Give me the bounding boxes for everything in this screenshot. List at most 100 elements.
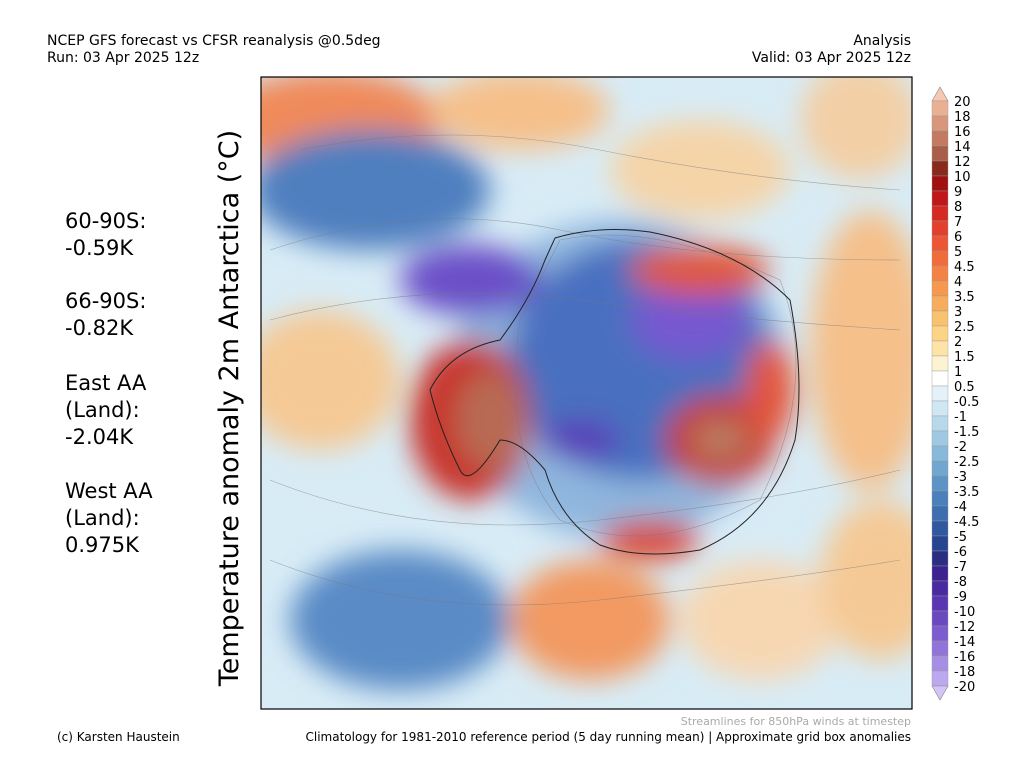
colorbar-label: -5 <box>954 530 967 545</box>
colorbar-label: -3 <box>954 470 967 485</box>
colorbar-swatch <box>931 595 949 612</box>
colorbar-swatch <box>931 640 949 657</box>
stat-line: -2.04K <box>65 425 134 449</box>
colorbar-swatch <box>931 100 949 117</box>
colorbar-swatch <box>931 220 949 237</box>
axis-label: Temperature anomaly 2m Antarctica (°C) <box>214 130 245 687</box>
streamline-note: Streamlines for 850hPa winds at timestep <box>681 715 911 728</box>
colorbar-label: -1.5 <box>954 425 979 440</box>
colorbar-swatch <box>931 160 949 177</box>
colorbar-label: 0.5 <box>954 380 975 395</box>
colorbar-label: -7 <box>954 560 967 575</box>
colorbar-swatch <box>931 325 949 342</box>
colorbar-swatch <box>931 550 949 567</box>
colorbar: 201816141210987654.543.532.521.510.5-0.5… <box>931 86 979 701</box>
stat-line: 0.975K <box>65 533 140 557</box>
title: NCEP GFS forecast vs CFSR reanalysis @0.… <box>47 33 381 49</box>
colorbar-label: -10 <box>954 605 975 620</box>
colorbar-label: 16 <box>954 125 971 140</box>
colorbar-label: 2.5 <box>954 320 975 335</box>
colorbar-label: 6 <box>954 230 962 245</box>
credit: (c) Karsten Haustein <box>57 730 180 744</box>
colorbar-swatch <box>931 655 949 672</box>
colorbar-label: 5 <box>954 245 962 260</box>
stat-line: 60-90S: <box>65 209 146 233</box>
colorbar-label: 10 <box>954 170 971 185</box>
colorbar-swatch <box>931 625 949 642</box>
colorbar-label: -4 <box>954 500 967 515</box>
colorbar-swatch <box>931 520 949 537</box>
colorbar-swatch <box>931 130 949 147</box>
colorbar-swatch <box>931 340 949 357</box>
colorbar-swatch <box>931 250 949 267</box>
colorbar-top <box>931 86 949 102</box>
colorbar-label: 3 <box>954 305 962 320</box>
colorbar-label: 1 <box>954 365 962 380</box>
colorbar-swatch <box>931 535 949 552</box>
valid: Valid: 03 Apr 2025 12z <box>752 50 911 66</box>
colorbar-swatch <box>931 460 949 477</box>
colorbar-swatch <box>931 385 949 402</box>
stat-line: West AA <box>65 479 153 503</box>
colorbar-label: -6 <box>954 545 967 560</box>
colorbar-swatch <box>931 565 949 582</box>
colorbar-swatch <box>931 235 949 252</box>
stat-line: -0.82K <box>65 316 134 340</box>
colorbar-label: 20 <box>954 95 971 110</box>
colorbar-label: -2 <box>954 440 967 455</box>
colorbar-label: -2.5 <box>954 455 979 470</box>
colorbar-label: -4.5 <box>954 515 979 530</box>
colorbar-swatch <box>931 280 949 297</box>
map-frame <box>260 76 913 710</box>
colorbar-label: 18 <box>954 110 971 125</box>
colorbar-swatch <box>931 430 949 447</box>
colorbar-label: -0.5 <box>954 395 979 410</box>
colorbar-swatch <box>931 205 949 222</box>
colorbar-swatch <box>931 310 949 327</box>
colorbar-label: 1.5 <box>954 350 975 365</box>
colorbar-swatch <box>931 490 949 507</box>
colorbar-label: 8 <box>954 200 962 215</box>
colorbar-swatch <box>931 145 949 162</box>
colorbar-label: -18 <box>954 665 975 680</box>
colorbar-label: -3.5 <box>954 485 979 500</box>
colorbar-label: -9 <box>954 590 967 605</box>
colorbar-label: -1 <box>954 410 967 425</box>
colorbar-label: 12 <box>954 155 971 170</box>
run: Run: 03 Apr 2025 12z <box>47 50 199 66</box>
colorbar-bottom <box>931 685 949 701</box>
stats: 60-90S: -0.59K 66-90S: -0.82K East AA (Lan… <box>65 209 153 557</box>
colorbar-label: -14 <box>954 635 975 650</box>
colorbar-label: -16 <box>954 650 975 665</box>
colorbar-swatch <box>931 580 949 597</box>
stat-line: (Land): <box>65 506 140 530</box>
colorbar-swatch <box>931 175 949 192</box>
stat-line: -0.59K <box>65 236 134 260</box>
colorbar-swatch <box>931 610 949 627</box>
colorbar-label: 7 <box>954 215 962 230</box>
mode: Analysis <box>853 33 911 49</box>
colorbar-swatch <box>931 400 949 417</box>
colorbar-swatch <box>931 415 949 432</box>
colorbar-swatch <box>931 670 949 687</box>
stat-line: (Land): <box>65 398 140 422</box>
colorbar-swatch <box>931 475 949 492</box>
colorbar-label: -20 <box>954 680 975 695</box>
stat-line: 66-90S: <box>65 289 146 313</box>
colorbar-label: 9 <box>954 185 962 200</box>
colorbar-label: 14 <box>954 140 971 155</box>
map <box>261 77 912 709</box>
colorbar-label: 3.5 <box>954 290 975 305</box>
colorbar-swatch <box>931 445 949 462</box>
colorbar-swatch <box>931 265 949 282</box>
colorbar-label: 4.5 <box>954 260 975 275</box>
colorbar-swatch <box>931 355 949 372</box>
stat-line: East AA <box>65 371 147 395</box>
colorbar-label: 4 <box>954 275 962 290</box>
colorbar-swatch <box>931 370 949 387</box>
colorbar-label: 2 <box>954 335 962 350</box>
colorbar-swatch <box>931 190 949 207</box>
note: Climatology for 1981-2010 reference peri… <box>306 730 912 744</box>
colorbar-label: -8 <box>954 575 967 590</box>
